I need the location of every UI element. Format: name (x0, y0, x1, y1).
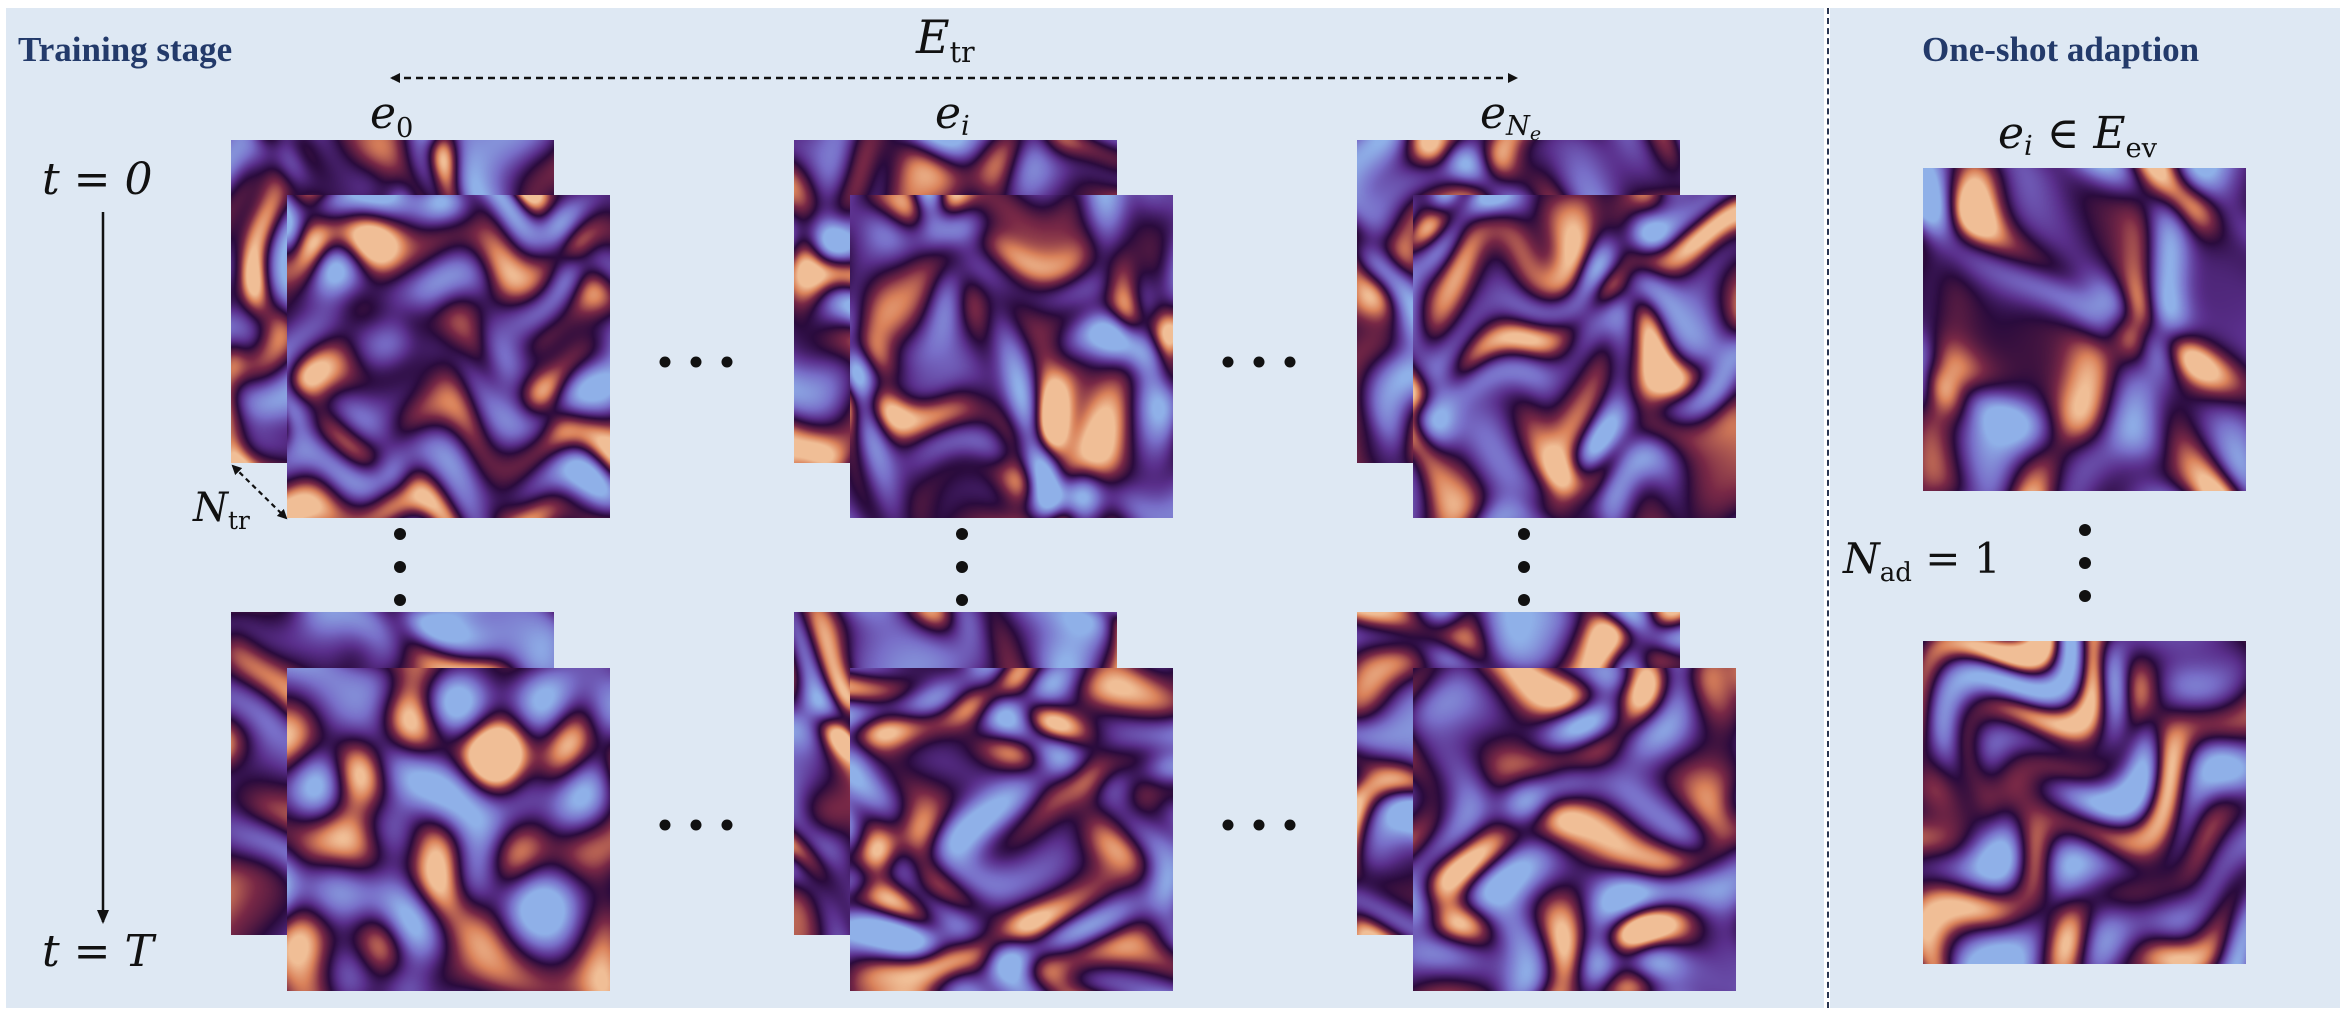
field-ei-t0-front (850, 195, 1173, 518)
horizontal-ellipsis-bottom-left (659, 819, 733, 831)
horizontal-ellipsis-top-left (659, 356, 733, 368)
panel-divider (1827, 8, 1829, 1008)
field-e0-t0-front (287, 195, 610, 518)
training-stage-heading: Training stage (18, 30, 233, 69)
eval-environment-label: ei ∈ Eev (1998, 108, 2157, 164)
field-e0-tT-front (287, 668, 610, 991)
time-start-label: t = 0 (42, 154, 153, 205)
ntr-label: Ntr (193, 485, 250, 535)
field-eNe-tT-front (1413, 668, 1736, 991)
field-eval-t0 (1923, 168, 2246, 491)
ntr-depth-arrow (231, 464, 288, 520)
env-eNe-label: eNe (1480, 88, 1542, 145)
env-ei-label: ei (935, 88, 970, 142)
time-end-label: t = T (42, 926, 154, 977)
training-environments-label: Etr (916, 10, 975, 70)
horizontal-ellipsis-top-right (1222, 356, 1296, 368)
vertical-ellipsis-ei (956, 528, 968, 606)
horizontal-ellipsis-bottom-right (1222, 819, 1296, 831)
vertical-ellipsis-eval (2079, 524, 2091, 602)
vertical-ellipsis-e0 (394, 528, 406, 606)
field-eval-tT (1923, 641, 2246, 964)
vertical-ellipsis-eNe (1518, 528, 1530, 606)
nad-label: Nad = 1 (1843, 534, 2001, 589)
field-eNe-t0-front (1413, 195, 1736, 518)
env-e0-label: e0 (370, 88, 414, 144)
field-ei-tT-front (850, 668, 1173, 991)
one-shot-adaption-heading: One-shot adaption (1922, 30, 2200, 69)
